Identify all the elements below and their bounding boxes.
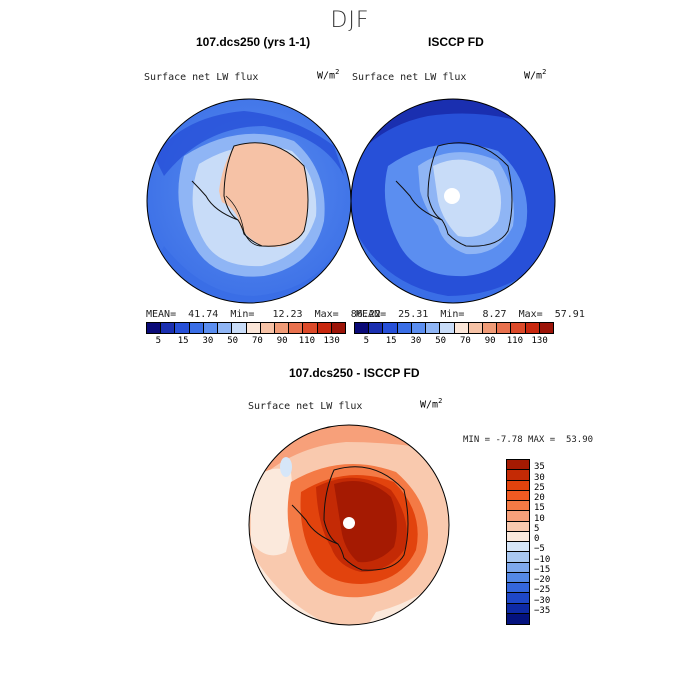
colorbar-tick-label: 10 (534, 513, 545, 524)
colorbar-swatch (355, 323, 370, 333)
left-variable-label: Surface net LW flux (144, 72, 259, 83)
colorbar-tick-label: 110 (506, 336, 524, 346)
colorbar-tick-label: 5 (155, 336, 162, 346)
colorbar-tick-label: −10 (534, 554, 551, 565)
colorbar-tick-label: 30 (202, 336, 214, 346)
colorbar-swatch (203, 323, 219, 333)
colorbar-tick-label: 5 (363, 336, 370, 346)
left-colorbar (146, 322, 346, 334)
colorbar-swatch (539, 323, 554, 333)
colorbar-swatch (507, 603, 529, 614)
colorbar-tick-label: −15 (534, 564, 551, 575)
colorbar-swatch (482, 323, 498, 333)
colorbar-tick-label: 15 (177, 336, 189, 346)
colorbar-swatch (246, 323, 261, 333)
colorbar-tick-label: 130 (531, 336, 548, 346)
colorbar-swatch (218, 323, 233, 333)
colorbar-swatch (507, 480, 529, 491)
right-units-label: W/m2 (524, 68, 547, 82)
colorbar-swatch (411, 323, 427, 333)
colorbar-tick-label: 15 (534, 503, 545, 514)
left-panel-title: 107.dcs250 (yrs 1-1) (196, 35, 311, 49)
colorbar-swatch (507, 552, 529, 563)
colorbar-swatch (383, 323, 398, 333)
colorbar-tick-label: −30 (534, 595, 551, 606)
colorbar-swatch (260, 323, 275, 333)
colorbar-swatch (303, 323, 318, 333)
colorbar-swatch (468, 323, 483, 333)
diff-colorbar (506, 459, 530, 625)
colorbar-swatch (426, 323, 441, 333)
colorbar-swatch (189, 323, 204, 333)
colorbar-tick-label: 30 (534, 472, 545, 483)
colorbar-tick-label: −25 (534, 585, 551, 596)
right-polar-map (350, 98, 556, 304)
right-panel-title: ISCCP FD (428, 35, 484, 49)
colorbar-tick-label: 30 (410, 336, 422, 346)
colorbar-tick-label: 35 (534, 462, 545, 473)
colorbar-swatch (507, 542, 529, 553)
colorbar-swatch (397, 323, 412, 333)
colorbar-swatch (507, 572, 529, 583)
colorbar-swatch (507, 501, 529, 512)
colorbar-tick-label: 15 (385, 336, 397, 346)
right-variable-label: Surface net LW flux (352, 72, 467, 83)
left-polar-map (146, 98, 352, 304)
figure-title: DJF (330, 8, 370, 33)
colorbar-swatch (507, 470, 529, 481)
colorbar-tick-label: 70 (251, 336, 263, 346)
colorbar-tick-label: −20 (534, 575, 551, 585)
colorbar-tick-label: 130 (323, 336, 340, 346)
colorbar-swatch (507, 593, 529, 604)
colorbar-tick-label: 0 (534, 534, 540, 544)
colorbar-swatch (289, 323, 304, 333)
diff-polar-map (248, 424, 450, 626)
colorbar-tick-label: 90 (276, 336, 288, 346)
colorbar-tick-label: 50 (227, 336, 239, 346)
colorbar-swatch (274, 323, 290, 333)
colorbar-swatch (507, 613, 529, 624)
left-stats: MEAN= 41.74 Min= 12.23 Max= 86.22 (146, 309, 381, 320)
colorbar-swatch (511, 323, 526, 333)
right-stats: MEAN= 25.31 Min= 8.27 Max= 57.91 (356, 309, 585, 320)
colorbar-swatch (507, 531, 529, 542)
colorbar-tick-label: 50 (435, 336, 447, 346)
colorbar-swatch (497, 323, 512, 333)
right-colorbar (354, 322, 554, 334)
colorbar-swatch (507, 511, 529, 522)
colorbar-tick-label: 20 (534, 493, 545, 503)
colorbar-swatch (507, 460, 529, 471)
colorbar-tick-label: −5 (534, 544, 545, 555)
diff-units-label: W/m2 (420, 397, 443, 411)
colorbar-tick-label: 90 (484, 336, 496, 346)
colorbar-tick-label: 5 (534, 523, 540, 534)
diff-stats: MIN = -7.78 MAX = 53.90 (463, 435, 594, 445)
colorbar-swatch (175, 323, 190, 333)
colorbar-swatch (507, 562, 529, 573)
diff-variable-label: Surface net LW flux (248, 401, 363, 412)
colorbar-swatch (161, 323, 176, 333)
diff-panel-title: 107.dcs250 - ISCCP FD (289, 366, 420, 380)
colorbar-tick-label: −35 (534, 605, 551, 616)
colorbar-swatch (454, 323, 469, 333)
colorbar-tick-label: 70 (459, 336, 471, 346)
colorbar-swatch (507, 583, 529, 594)
colorbar-swatch (525, 323, 540, 333)
colorbar-swatch (331, 323, 346, 333)
colorbar-swatch (507, 521, 529, 532)
colorbar-swatch (147, 323, 162, 333)
colorbar-tick-label: 25 (534, 482, 545, 493)
colorbar-swatch (232, 323, 247, 333)
colorbar-swatch (507, 490, 529, 501)
colorbar-swatch (440, 323, 455, 333)
left-units-label: W/m2 (317, 68, 340, 82)
colorbar-tick-label: 110 (298, 336, 316, 346)
colorbar-swatch (317, 323, 332, 333)
colorbar-swatch (369, 323, 384, 333)
